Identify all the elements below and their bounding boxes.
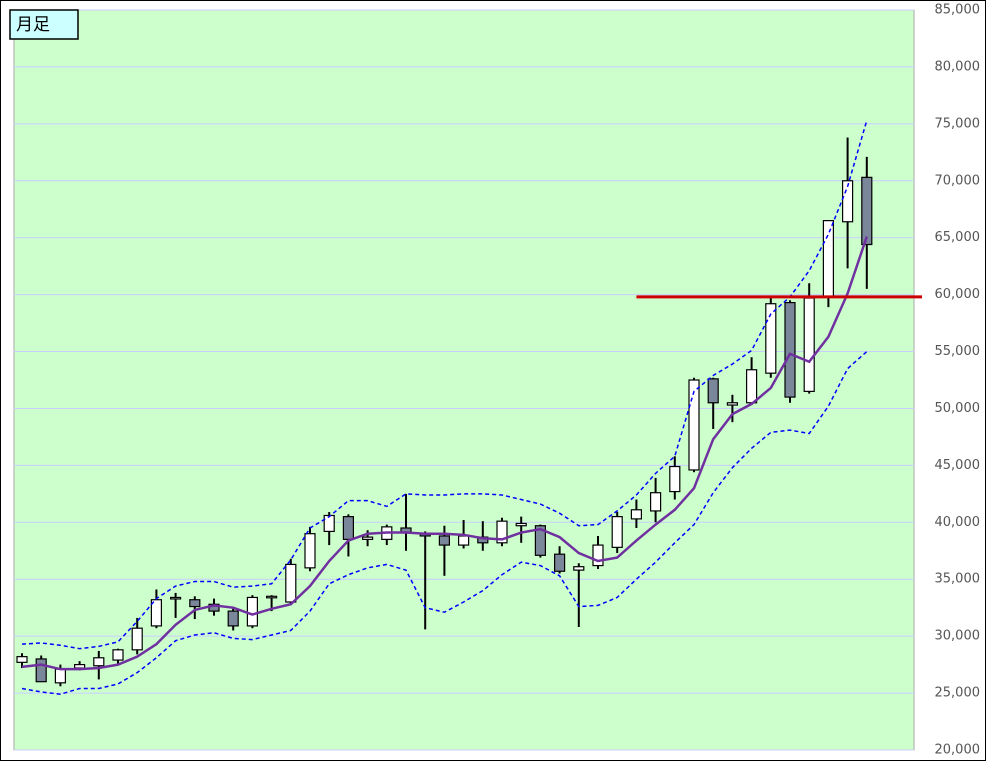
candle-body: [323, 514, 335, 533]
candle-body: [285, 563, 297, 603]
candle-body: [861, 176, 873, 246]
candle-body: [803, 297, 815, 392]
candle-body: [16, 656, 28, 663]
grid: [14, 9, 914, 751]
y-tick-label: 50,000: [935, 401, 981, 416]
candle-body: [93, 657, 105, 667]
candle-body: [515, 522, 527, 527]
band-line: [21, 120, 868, 650]
y-tick-label: 20,000: [935, 743, 981, 758]
candle-body: [707, 378, 719, 404]
y-tick-label: 45,000: [935, 458, 981, 473]
y-tick-label: 60,000: [935, 287, 981, 302]
y-tick-label: 35,000: [935, 572, 981, 587]
candle-body: [362, 536, 374, 540]
candle-body: [342, 516, 354, 540]
candle-body: [765, 303, 777, 374]
candle-body: [573, 566, 585, 571]
y-tick-label: 55,000: [935, 344, 981, 359]
candle-body: [822, 220, 835, 298]
candle-body: [246, 596, 258, 627]
y-tick-label: 75,000: [935, 116, 981, 131]
y-tick-label: 40,000: [935, 515, 981, 530]
candle-body: [726, 402, 739, 406]
candle-body: [170, 596, 182, 600]
candle-body: [649, 492, 662, 512]
plot-area: [13, 9, 915, 751]
candle-body: [189, 599, 201, 608]
y-tick-label: 30,000: [935, 629, 981, 644]
candle-body: [131, 627, 143, 651]
candle-body: [304, 533, 316, 569]
candle-body: [592, 544, 604, 567]
candle-body: [54, 668, 67, 684]
candle-body: [841, 180, 854, 223]
candle-body: [745, 369, 758, 404]
candle-body: [266, 595, 278, 599]
candle-body: [438, 535, 450, 546]
moving-average: [21, 236, 868, 671]
marks: [16, 120, 922, 695]
candle-body: [669, 465, 681, 493]
y-tick-label: 25,000: [935, 686, 981, 701]
candle-body: [553, 553, 566, 572]
y-tick-label: 70,000: [935, 173, 981, 188]
y-tick-label: 65,000: [935, 230, 981, 245]
label-box: [9, 9, 79, 40]
candle-body: [784, 301, 796, 398]
candle-body: [73, 664, 86, 669]
candle-body: [227, 610, 239, 627]
candle-body: [630, 509, 643, 520]
candle-body: [611, 516, 623, 548]
candle-body: [35, 658, 47, 683]
y-tick-label: 80,000: [935, 59, 981, 74]
band-line: [21, 350, 868, 695]
y-tick-label: 85,000: [935, 3, 981, 18]
period-label: 月足: [16, 15, 50, 35]
candle-body: [688, 379, 700, 471]
candle-body: [458, 535, 470, 546]
candle-body: [112, 649, 124, 661]
candle-body: [534, 525, 547, 556]
candle-body: [496, 520, 508, 544]
